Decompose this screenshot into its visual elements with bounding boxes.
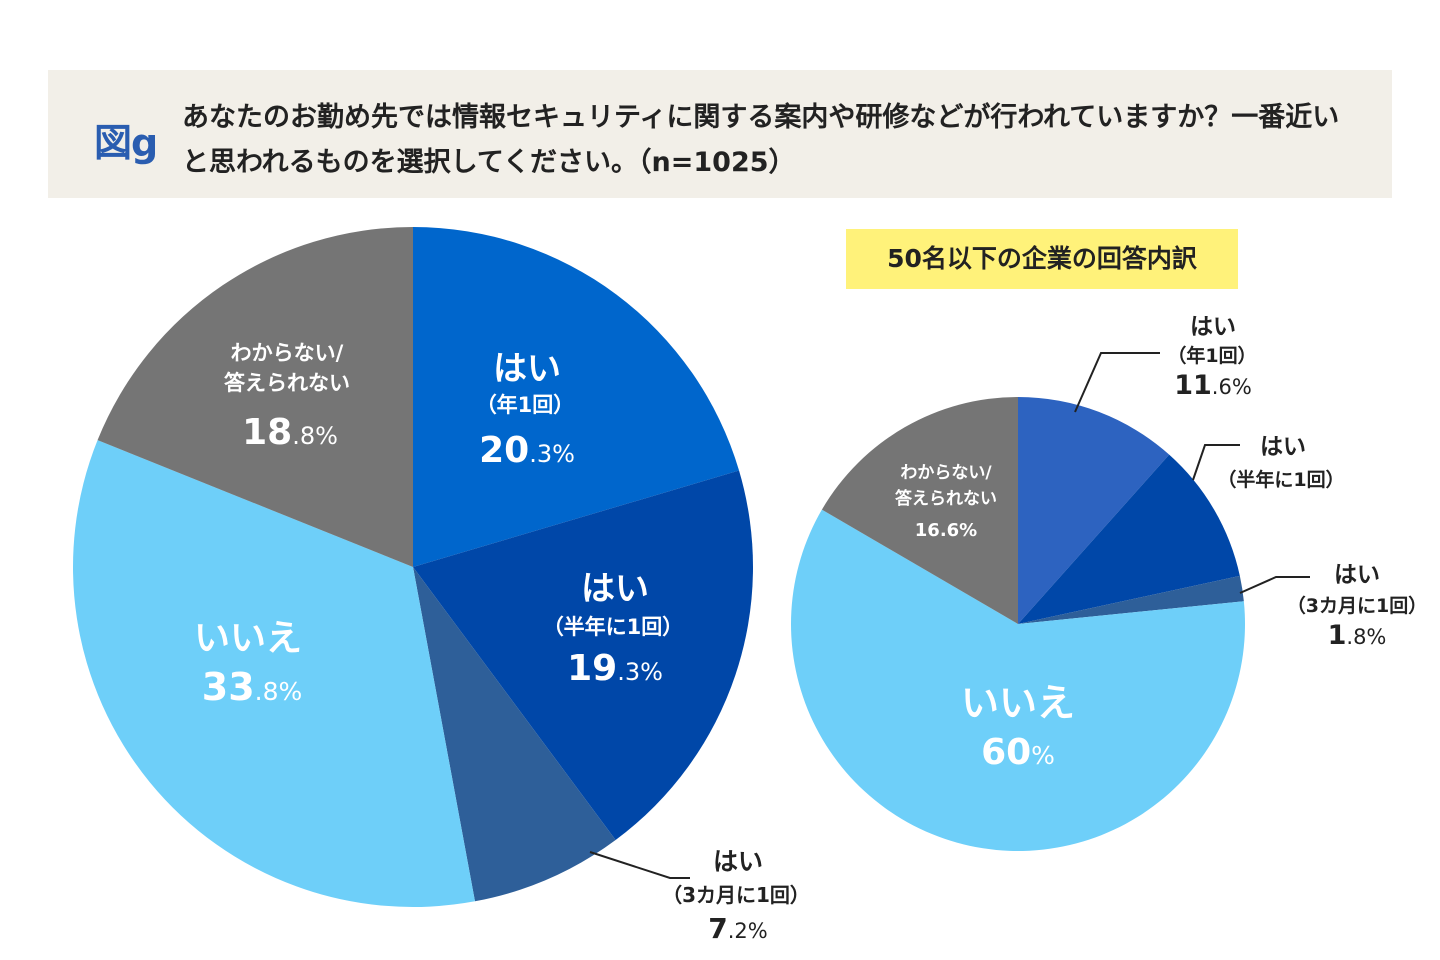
pie-slice-unknown [97, 227, 413, 567]
value-small-unknown: 16.6% [915, 520, 977, 541]
overall-pie-labels: はい（年1回）20.3%はい（半年に1回）19.3%はい（3カ月に1回）7.2%… [194, 341, 810, 945]
pie-slice-yes_half_year [1018, 454, 1240, 624]
small-company-pie-chart [791, 397, 1245, 851]
label-yes-half-year-sub: （半年に1回） [543, 615, 684, 639]
leader-line-small-yes-yearly [1074, 352, 1160, 413]
value-unknown-int: 18 [242, 412, 292, 453]
pie-slice-yes_quarterly [413, 567, 616, 902]
value-yes-quarterly-int: 7 [708, 912, 727, 945]
label-yes-quarterly-sub: （3カ月に1回） [662, 883, 810, 907]
value-yes-half-year: 19.3% [567, 648, 663, 689]
value-yes-yearly-int: 20 [479, 430, 529, 471]
pie-slice-no [791, 509, 1245, 851]
value-yes-yearly-dec: .3% [529, 440, 575, 468]
value-small-no-dec: % [1031, 741, 1055, 770]
label-unknown-main: わからない/ [231, 341, 344, 365]
small-company-chart-title: 50名以下の企業の回答内訳 [846, 229, 1238, 289]
pie-slice-unknown [821, 397, 1018, 624]
value-small-yes-quarterly-dec: .8% [1346, 625, 1386, 649]
leader-line-small-yes-quarterly [1239, 576, 1310, 594]
leader-line-yes-quarterly [589, 851, 690, 879]
pie-slice-yes_half_year [413, 470, 753, 841]
value-yes-quarterly-dec: .2% [728, 919, 768, 943]
value-small-yes-yearly-int: 11 [1174, 370, 1212, 401]
value-unknown: 18.8% [242, 412, 338, 453]
value-no-int: 33 [202, 665, 255, 709]
pie-slice-yes_yearly [413, 227, 740, 567]
label-yes-half-year-main: はい [581, 569, 649, 609]
label-yes-yearly-main: はい [493, 349, 561, 389]
label-small-yes-quarterly-sub: （3カ月に1回） [1287, 594, 1427, 617]
question-text: あなたのお勤め先では情報セキュリティに関する案内や研修などが行われていますか？一… [182, 102, 1340, 178]
value-small-yes-yearly: 11.6% [1174, 370, 1252, 401]
small-company-pie-labels: はい （年1回） 11.6% はい （半年に1回） はい （3カ月に1回） 1.8% いいえ 60… [895, 314, 1427, 773]
value-small-yes-quarterly: 1.8% [1328, 620, 1387, 651]
value-small-yes-yearly-dec: .6% [1212, 375, 1252, 399]
value-small-no-int: 60 [981, 732, 1031, 773]
label-small-yes-half-year-sub: （半年に1回） [1217, 468, 1344, 491]
label-small-yes-yearly-main: はい [1190, 314, 1236, 340]
value-yes-quarterly: 7.2% [708, 912, 767, 945]
label-small-yes-yearly-sub: （年1回） [1167, 344, 1256, 367]
leader-line-small-yes-half-year [1192, 444, 1240, 481]
pie-slice-no [72, 440, 475, 907]
label-small-yes-quarterly-main: はい [1334, 562, 1380, 588]
value-no: 33.8% [202, 665, 303, 709]
label-unknown-sub: 答えられない [224, 371, 350, 395]
value-unknown-dec: .8% [292, 422, 338, 450]
overall-pie-chart [72, 227, 753, 907]
label-no-main: いいえ [194, 618, 302, 659]
label-yes-yearly-sub: （年1回） [476, 393, 575, 417]
value-small-yes-quarterly-int: 1 [1328, 620, 1347, 651]
value-yes-yearly: 20.3% [479, 430, 575, 471]
value-small-no: 60% [981, 732, 1055, 773]
label-small-unknown-sub: 答えられない [895, 488, 997, 509]
label-yes-quarterly-main: はい [713, 847, 763, 876]
pie-slice-yes_yearly [1018, 397, 1170, 624]
value-yes-half-year-dec: .3% [617, 658, 663, 686]
label-small-unknown-main: わからない/ [900, 463, 992, 483]
label-small-yes-half-year-main: はい [1260, 434, 1306, 460]
label-small-no-main: いいえ [961, 681, 1075, 725]
pie-slice-yes_quarterly [1018, 575, 1244, 624]
value-no-dec: .8% [255, 677, 303, 706]
question-header [48, 70, 1392, 198]
value-yes-half-year-int: 19 [567, 648, 617, 689]
figure-label: 図g [94, 121, 158, 165]
